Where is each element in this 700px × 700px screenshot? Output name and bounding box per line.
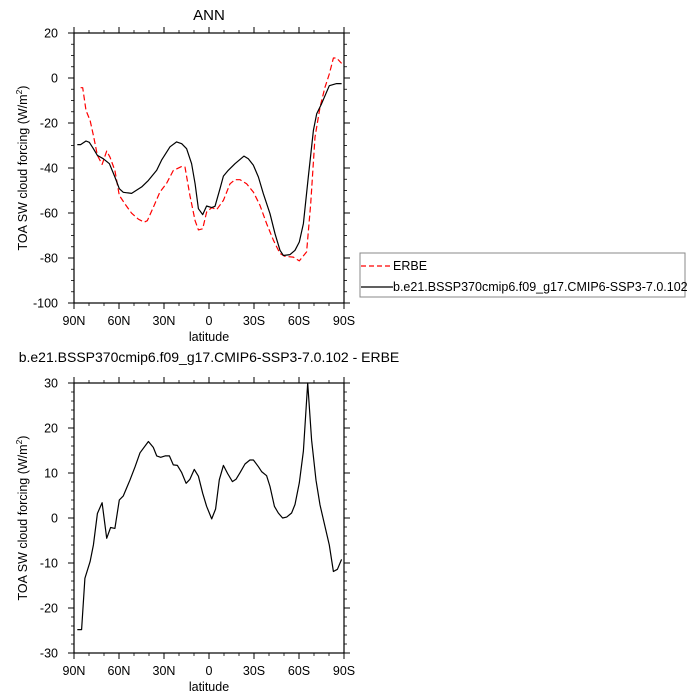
bottom-plot-difference: b.e21.BSSP370cmip6.f09_g17.CMIP6-SSP3-7.… <box>14 349 399 694</box>
x-tick-label: 30N <box>153 314 176 328</box>
x-tick-label: 30S <box>243 664 265 678</box>
y-tick-label: -20 <box>40 602 58 616</box>
y-axis-label-close: ) <box>16 436 30 440</box>
y-tick-label: -80 <box>40 252 58 266</box>
legend-box <box>359 252 686 298</box>
top-plot-ann: ANN 20 0 -20 -40 -60 -80 -100 90N 60N 30N 0 30S 60S 90… <box>14 7 355 344</box>
x-tick-label: 0 <box>206 664 213 678</box>
x-tick-label: 60S <box>288 664 310 678</box>
chart-title: ANN <box>193 7 225 24</box>
x-tick-label: 90N <box>63 314 86 328</box>
x-tick-label: 90S <box>333 314 355 328</box>
y-tick-label: -60 <box>40 207 58 221</box>
y-tick-label: 20 <box>44 422 58 436</box>
x-axis-label: latitude <box>189 680 229 694</box>
y-axis-label-close: ) <box>16 86 30 90</box>
y-tick-label: 0 <box>51 72 58 86</box>
y-axis-label: TOA SW cloud forcing (W/m2) <box>14 86 30 251</box>
y-axis-label-superscript: 2 <box>14 89 24 94</box>
x-tick-label: 0 <box>206 314 213 328</box>
x-tick-label: 60S <box>288 314 310 328</box>
y-tick-label: 0 <box>51 512 58 526</box>
y-tick-label: 30 <box>44 377 58 391</box>
x-tick-label: 30S <box>243 314 265 328</box>
x-tick-label: 30N <box>153 664 176 678</box>
y-tick-label: 20 <box>44 27 58 41</box>
series-line-model <box>77 82 342 257</box>
series-line-difference <box>77 382 343 631</box>
chart-title: b.e21.BSSP370cmip6.f09_g17.CMIP6-SSP3-7.… <box>19 349 400 365</box>
x-tick-label: 90N <box>63 664 86 678</box>
y-axis-label-superscript: 2 <box>14 439 24 444</box>
y-tick-label: 10 <box>44 467 58 481</box>
y-tick-label: -20 <box>40 117 58 131</box>
plot-frame <box>73 382 345 654</box>
y-axis-label-text: TOA SW cloud forcing (W/m <box>16 94 30 250</box>
y-tick-label: -100 <box>33 297 58 311</box>
y-tick-label: -40 <box>40 162 58 176</box>
x-tick-label: 60N <box>108 314 131 328</box>
legend: ERBE b.e21.BSSP370cmip6.f09_g17.CMIP6-SS… <box>359 252 688 298</box>
x-tick-label: 90S <box>333 664 355 678</box>
legend-label-erbe: ERBE <box>393 259 427 273</box>
x-tick-label: 60N <box>108 664 131 678</box>
x-axis-label: latitude <box>189 330 229 344</box>
legend-label-model: b.e21.BSSP370cmip6.f09_g17.CMIP6-SSP3-7.… <box>393 280 688 294</box>
y-tick-label: -30 <box>40 647 58 661</box>
y-axis-label: TOA SW cloud forcing (W/m2) <box>14 436 30 601</box>
series-line-erbe <box>80 57 343 262</box>
y-tick-label: -10 <box>40 557 58 571</box>
y-axis-label-text: TOA SW cloud forcing (W/m <box>16 444 30 600</box>
plot-frame <box>73 32 345 304</box>
